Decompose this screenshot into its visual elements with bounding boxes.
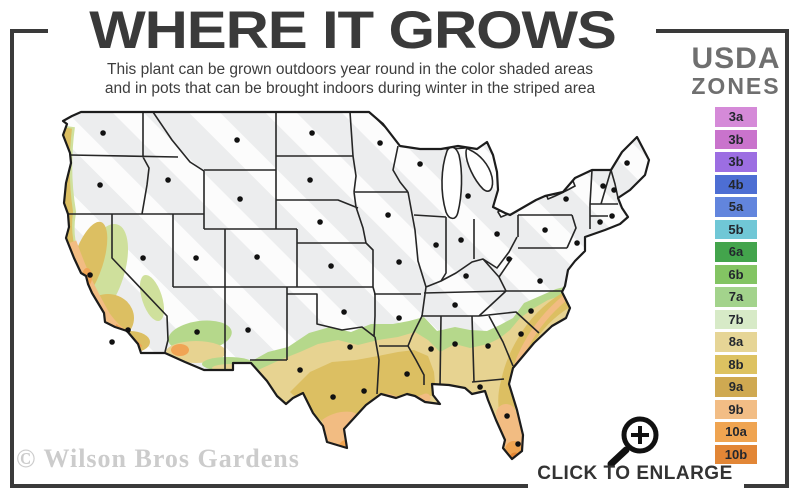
zone-swatch-9-7b: 7b [715, 309, 757, 329]
click-to-enlarge-label[interactable]: CLICK TO ENLARGE [537, 463, 733, 484]
zone-swatch-1-3b: 3b [715, 129, 757, 149]
subtitle-line-2: and in pots that can be brought indoors … [104, 79, 596, 97]
zone-swatch-6-6a: 6a [715, 242, 757, 262]
legend-title-usda: USDA [691, 42, 781, 75]
frame-top-left-dash [10, 29, 48, 33]
zone-swatch-15-10b: 10b [715, 444, 757, 464]
frame-left [10, 29, 14, 488]
zone-swatch-12-9a: 9a [715, 377, 757, 397]
zone-swatch-2-3b: 3b [715, 152, 757, 172]
zone-list: 3a 3b 3b 4b 5a 5b 6a 6b 7a 7b 8a 8b 9a 9b 10a 10b [688, 107, 784, 464]
frame-bottom-right [744, 484, 789, 488]
zone-swatch-10-8a: 8a [715, 332, 757, 352]
frame-top-right [656, 29, 789, 33]
zone-swatch-14-10a: 10a [715, 422, 757, 442]
state-borders [68, 112, 619, 395]
zone-swatch-4-5a: 5a [715, 197, 757, 217]
page-title: WHERE IT GROWS [89, 1, 617, 60]
city-dots [87, 130, 630, 447]
subtitle-line-1: This plant can be grown outdoors year ro… [107, 61, 593, 78]
us-outline [61, 110, 651, 461]
zone-swatch-5-5b: 5b [715, 219, 757, 239]
usda-zones-legend: USDA ZONES 3a 3b 3b 4b 5a 5b 6a 6b 7a 7b 8a 8b 9a 9b 1… [688, 44, 784, 467]
zone-swatch-3-4b: 4b [715, 174, 757, 194]
zone-swatch-13-9b: 9b [715, 399, 757, 419]
zone-swatch-11-8b: 8b [715, 354, 757, 374]
legend-title-zones: ZONES [691, 73, 781, 99]
zone-swatch-0-3a: 3a [715, 107, 757, 127]
watermark: © Wilson Bros Gardens [16, 444, 300, 473]
magnifying-glass-plus-icon[interactable] [602, 404, 672, 468]
frame-right [785, 29, 789, 488]
frame-bottom-left [10, 484, 528, 488]
zone-swatch-7-6b: 6b [715, 264, 757, 284]
subtitle: This plant can be grown outdoors year ro… [40, 61, 660, 99]
zone-swatch-8-7a: 7a [715, 287, 757, 307]
